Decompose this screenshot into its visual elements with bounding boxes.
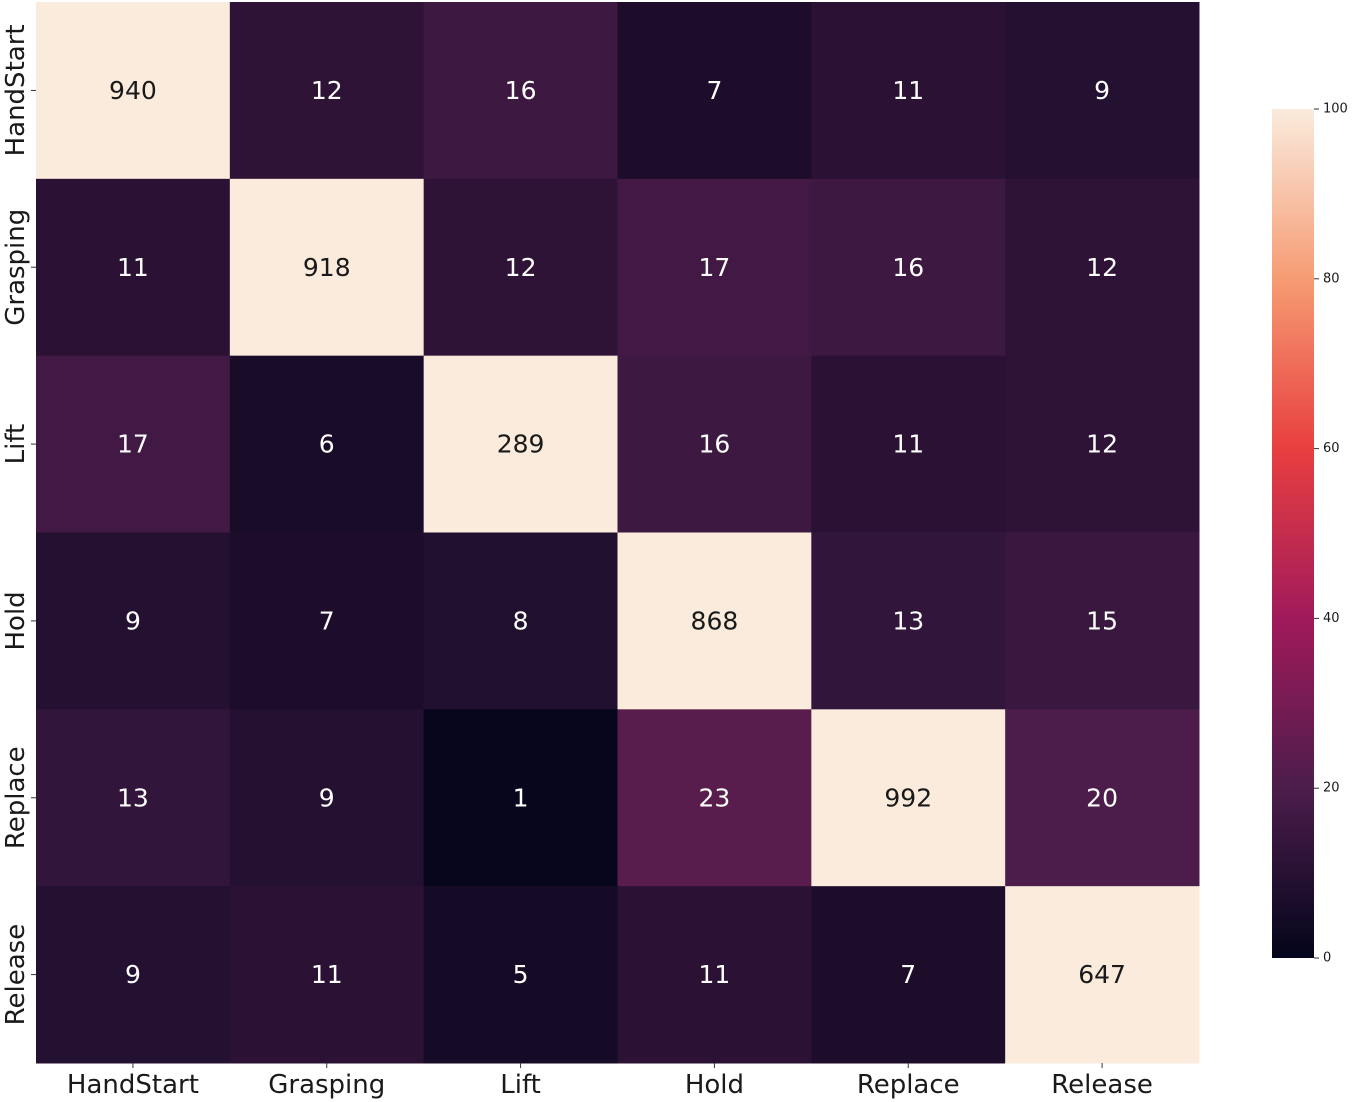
x-tick-label: HandStart bbox=[67, 1070, 199, 1100]
colorbar-tick-label: 0 bbox=[1323, 951, 1331, 966]
heatmap-cell bbox=[36, 355, 231, 533]
cell-value-label: 20 bbox=[1086, 783, 1118, 812]
heatmap-cell bbox=[1005, 709, 1200, 887]
cell-value-label: 7 bbox=[706, 76, 722, 105]
y-tick-label: Lift bbox=[1, 424, 31, 465]
heatmap-cell bbox=[1005, 532, 1200, 710]
heatmap-cell bbox=[423, 2, 618, 180]
heatmap-cell bbox=[811, 178, 1006, 357]
colorbar-tick-label: 80 bbox=[1323, 271, 1340, 286]
heatmap-cell bbox=[1005, 886, 1200, 1064]
x-tick-label: Lift bbox=[500, 1070, 541, 1100]
heatmap-cell bbox=[229, 709, 425, 887]
cell-value-label: 12 bbox=[311, 76, 343, 105]
cell-value-label: 11 bbox=[117, 253, 149, 282]
cell-value-label: 11 bbox=[699, 960, 731, 989]
cell-value-label: 17 bbox=[699, 253, 731, 282]
cell-value-label: 13 bbox=[892, 606, 924, 635]
heatmap-cell bbox=[36, 2, 231, 180]
y-axis: HandStart Grasping Lift Hold Replace Release bbox=[1, 24, 36, 1025]
heatmap-cell bbox=[423, 532, 618, 710]
heatmap-cell bbox=[229, 355, 425, 533]
x-tick-label: Replace bbox=[857, 1070, 960, 1100]
heatmap-cell bbox=[811, 709, 1006, 887]
y-tick-label: Grasping bbox=[1, 209, 31, 326]
cell-value-label: 9 bbox=[125, 960, 141, 989]
cell-value-label: 8 bbox=[513, 606, 529, 635]
heatmap-cell bbox=[617, 532, 812, 710]
cell-value-label: 16 bbox=[892, 253, 924, 282]
y-tick-label: Replace bbox=[1, 746, 31, 849]
cell-value-label: 11 bbox=[311, 960, 343, 989]
heatmap-cell bbox=[617, 2, 812, 180]
cell-value-label: 918 bbox=[303, 253, 351, 282]
heatmap-cell bbox=[229, 2, 425, 180]
heatmap-cell bbox=[229, 532, 425, 710]
y-tick-label: Release bbox=[1, 924, 31, 1026]
heatmap-cell bbox=[423, 355, 618, 533]
heatmap-cell bbox=[229, 886, 425, 1064]
heatmap-cell bbox=[423, 886, 618, 1064]
heatmap-cell bbox=[423, 709, 618, 887]
cell-value-label: 15 bbox=[1086, 606, 1118, 635]
cell-value-label: 11 bbox=[892, 430, 924, 459]
cell-value-label: 289 bbox=[497, 430, 545, 459]
cell-value-label: 17 bbox=[117, 430, 149, 459]
cell-value-label: 5 bbox=[513, 960, 529, 989]
heatmap-cell bbox=[36, 178, 231, 357]
cell-value-label: 23 bbox=[699, 783, 731, 812]
cell-value-label: 647 bbox=[1078, 960, 1126, 989]
cell-value-label: 7 bbox=[319, 606, 335, 635]
heatmap-cell bbox=[617, 178, 812, 357]
x-tick-label: Hold bbox=[685, 1070, 744, 1100]
y-tick-label: Hold bbox=[1, 591, 31, 650]
cell-value-label: 1 bbox=[513, 783, 529, 812]
cell-value-label: 11 bbox=[892, 76, 924, 105]
heatmap-cell bbox=[1005, 178, 1200, 357]
cell-value-label: 9 bbox=[319, 783, 335, 812]
x-axis: HandStart Grasping Lift Hold Replace Release bbox=[67, 1063, 1153, 1100]
heatmap-cell bbox=[617, 886, 812, 1064]
heatmap-cell bbox=[811, 886, 1006, 1064]
cell-value-label: 13 bbox=[117, 783, 149, 812]
x-tick-label: Grasping bbox=[268, 1070, 385, 1100]
colorbar-tick-label: 20 bbox=[1323, 781, 1340, 796]
heatmap-cell bbox=[617, 355, 812, 533]
colorbar-tick-label: 60 bbox=[1323, 441, 1340, 456]
heatmap-cell bbox=[229, 178, 425, 357]
heatmap-cell bbox=[423, 178, 618, 357]
heatmap-cell bbox=[617, 709, 812, 887]
cell-value-label: 940 bbox=[109, 76, 157, 105]
y-tick-label: HandStart bbox=[1, 24, 31, 156]
cell-value-label: 12 bbox=[505, 253, 537, 282]
cell-value-label: 6 bbox=[319, 430, 335, 459]
cell-value-label: 12 bbox=[1086, 253, 1118, 282]
cell-value-label: 992 bbox=[884, 783, 932, 812]
colorbar: 0 20 40 60 80 100 bbox=[1272, 102, 1348, 966]
cell-value-label: 16 bbox=[505, 76, 537, 105]
heatmap-cell bbox=[36, 886, 231, 1064]
cell-value-label: 868 bbox=[691, 606, 739, 635]
cell-value-label: 9 bbox=[1094, 76, 1110, 105]
heatmap-cells bbox=[36, 2, 1200, 1064]
cell-value-label: 9 bbox=[125, 606, 141, 635]
colorbar-gradient bbox=[1272, 109, 1314, 958]
heatmap-cell bbox=[811, 355, 1006, 533]
heatmap-cell bbox=[36, 532, 231, 710]
cell-value-label: 7 bbox=[900, 960, 916, 989]
heatmap-cell bbox=[1005, 355, 1200, 533]
heatmap-cell bbox=[1005, 2, 1200, 180]
cell-value-label: 16 bbox=[699, 430, 731, 459]
heatmap-cell bbox=[811, 2, 1006, 180]
colorbar-tick-label: 40 bbox=[1323, 611, 1340, 626]
heatmap-cell bbox=[36, 709, 231, 887]
cell-value-label: 12 bbox=[1086, 430, 1118, 459]
heatmap-cell bbox=[811, 532, 1006, 710]
x-tick-label: Release bbox=[1051, 1070, 1153, 1100]
colorbar-tick-label: 100 bbox=[1323, 102, 1348, 117]
